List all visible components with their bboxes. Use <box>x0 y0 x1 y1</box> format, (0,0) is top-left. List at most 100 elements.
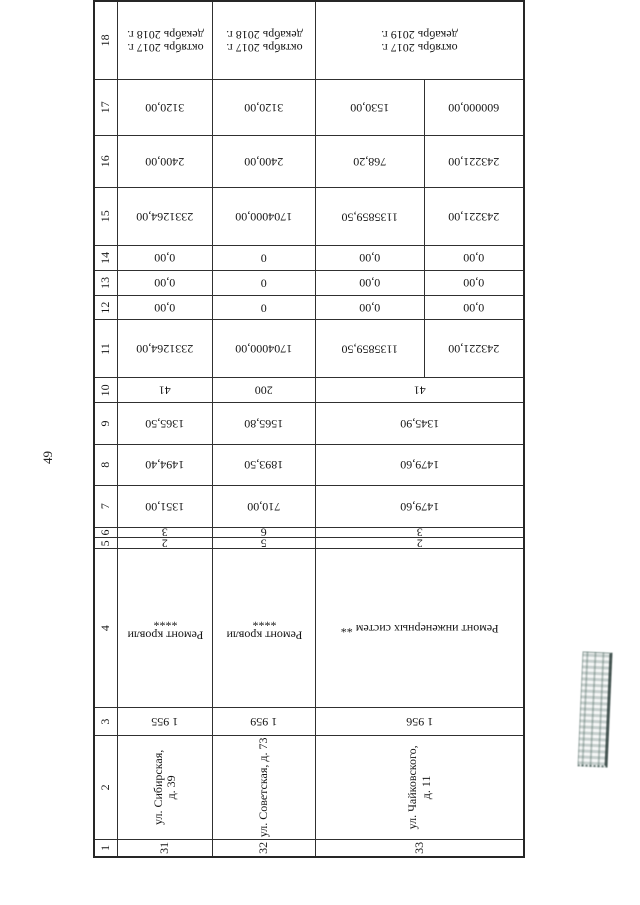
address-line: д. 39 <box>164 775 178 800</box>
table-cell: 2400,00 <box>117 135 213 188</box>
header-text: 17 <box>98 101 113 114</box>
cell-text: 0 <box>261 301 267 316</box>
row-33-sub-a: 33 ул. Чайковского, д. 11 1 956 Ремонт ин… <box>315 1 524 857</box>
cell-text: 41 <box>413 384 426 399</box>
header-text: 9 <box>98 420 113 427</box>
period-start: октябрь 2017 г. <box>225 40 303 55</box>
page-number: 49 <box>40 451 55 464</box>
table-cell: 1135859,50 <box>315 187 425 246</box>
header-cell: 12 <box>94 295 118 320</box>
period-end: декабрь 2019 г. <box>381 27 458 42</box>
cell-text: 32 <box>256 841 271 854</box>
header-text: 12 <box>98 301 113 314</box>
table-cell: 1 959 <box>212 707 316 736</box>
header-cell: 6 <box>94 527 118 538</box>
header-cell: 10 <box>94 377 118 403</box>
header-text: 6 <box>98 529 113 536</box>
table-cell: 0,00 <box>315 295 425 320</box>
cell-text: 41 <box>159 384 171 399</box>
header-text: 2 <box>98 784 113 791</box>
header-text: 14 <box>98 251 113 264</box>
cell-text: 1 959 <box>250 715 278 730</box>
row-number-cell: 31 <box>117 839 213 857</box>
table-cell: 1135859,50 <box>315 319 425 378</box>
header-text: 16 <box>98 155 113 168</box>
cell-text: 1494,40 <box>145 458 185 473</box>
header-cell: 8 <box>94 444 118 486</box>
address-line: ул. Чайковского, <box>405 745 420 830</box>
table-cell: 1351,00 <box>117 485 213 528</box>
table-cell: 2331264,00 <box>117 187 213 246</box>
table-cell: 0 <box>212 245 316 271</box>
period-cell: октябрь 2017 г. декабрь 2019 г. <box>315 1 524 80</box>
table-cell: 0,00 <box>117 245 213 271</box>
cell-text: 31 <box>157 841 172 854</box>
cell-text: 200 <box>255 384 273 399</box>
cell-text: Ремонт кровли **** <box>226 615 302 642</box>
footnote-marks: **** <box>252 615 277 630</box>
cell-text: октябрь 2017 г. декабрь 2019 г. <box>381 27 458 54</box>
table-cell: 3 <box>315 526 524 541</box>
table-cell: 3120,00 <box>117 79 213 136</box>
cell-text: 1479,60 <box>400 458 439 473</box>
cell-text: 3120,00 <box>145 100 185 115</box>
cell-text: 1135859,50 <box>341 342 399 357</box>
table-cell: 710,00 <box>212 485 316 528</box>
cell-text: 0,00 <box>463 251 485 266</box>
cell-text: 243221,00 <box>448 154 500 169</box>
header-cell: 16 <box>94 135 118 188</box>
footnote-marks: **** <box>153 615 178 630</box>
table-cell: 0,00 <box>424 295 524 320</box>
cell-text: 1365,50 <box>145 417 185 432</box>
header-cell: 18 <box>94 1 118 80</box>
cell-text: Ремонт инженерных систем ** <box>340 621 499 636</box>
table-cell: 0,00 <box>315 245 425 271</box>
cell-text: 0,00 <box>463 276 485 291</box>
cell-text: 0,00 <box>154 251 176 266</box>
cell-text: 710,00 <box>247 499 281 514</box>
table-cell: 243221,00 <box>424 187 524 246</box>
work-type-line: Ремонт кровли <box>127 628 203 643</box>
header-text: 7 <box>98 503 113 510</box>
cell-text: 0,00 <box>154 301 176 316</box>
header-cell: 13 <box>94 270 118 296</box>
table-cell: 1479,60 <box>315 444 524 486</box>
header-cell: 14 <box>94 245 118 271</box>
period-cell: октябрь 2017 г. декабрь 2018 г. <box>212 1 316 80</box>
cell-text: 1 955 <box>151 715 179 730</box>
table-cell: 243221,00 <box>424 135 524 188</box>
header-text: 15 <box>98 210 113 223</box>
cell-text: 33 <box>411 841 426 854</box>
table-cell: 1 956 <box>315 707 524 736</box>
table-cell: 1704000,00 <box>212 187 316 246</box>
table-cell: 41 <box>315 377 524 403</box>
table-cell: 243221,00 <box>424 319 524 378</box>
cell-text: 0,00 <box>359 251 381 266</box>
cell-text: октябрь 2017 г. декабрь 2018 г. <box>127 27 204 54</box>
header-text: 11 <box>98 343 113 355</box>
table-cell: 0,00 <box>424 270 524 296</box>
cell-text: 1704000,00 <box>235 342 293 357</box>
address-line: д. 11 <box>418 775 433 800</box>
cell-text: 0,00 <box>463 301 485 316</box>
table-cell: 200 <box>212 377 316 403</box>
header-text: 3 <box>98 718 113 725</box>
address-line: ул. Сибирская, <box>150 749 165 825</box>
table-cell: 0,00 <box>315 270 425 296</box>
cell-text: 2331264,00 <box>136 342 194 357</box>
row-32: 32 ул. Советская, д. 73 1 959 Ремонт кро… <box>212 1 316 857</box>
table-cell: 1479,60 <box>315 485 524 528</box>
table-cell: 0,00 <box>117 270 213 296</box>
header-text: 5 <box>98 540 113 547</box>
capital-repair-schedule-table: 1 2 3 4 5 6 7 8 9 10 11 12 13 14 15 16 1… <box>93 0 525 858</box>
row-31: 31 ул. Сибирская, д. 39 1 955 Ремонт кров… <box>117 1 213 857</box>
header-cell: 17 <box>94 79 118 136</box>
cell-text: 243221,00 <box>448 342 500 357</box>
work-type-line: Ремонт кровли <box>226 628 302 643</box>
cell-text: 0 <box>261 251 267 266</box>
header-cell: 7 <box>94 485 118 528</box>
cell-text: 3 <box>416 526 423 541</box>
header-cell: 4 <box>94 548 118 708</box>
header-text: 4 <box>98 625 113 632</box>
work-type-cell: Ремонт инженерных систем ** <box>315 548 524 708</box>
